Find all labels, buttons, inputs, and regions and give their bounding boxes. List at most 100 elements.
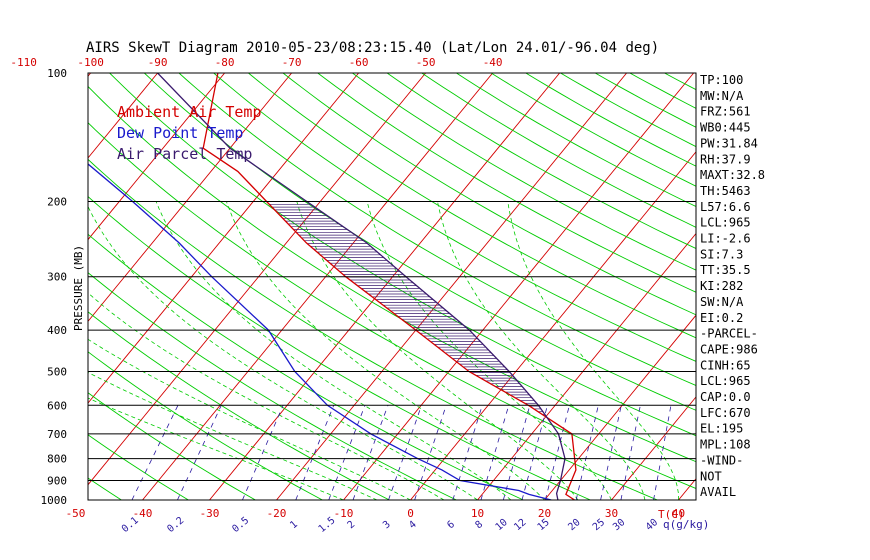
legend-ambient-air-temp: Ambient Air Temp [117,103,262,121]
dry-adiabat-line [88,233,524,500]
top-temperature-tick-label: -100 [77,56,104,69]
mixing-ratio-tick-label: 3 [381,519,393,531]
stability-index-label: EI:0.2 [700,311,743,325]
top-temperature-tick-label: -50 [416,56,436,69]
isotherm-line [343,73,694,500]
mixing-ratio-tick-label: 6 [445,519,457,531]
stability-index-label: KI:282 [700,279,743,293]
plot-frame [87,72,697,501]
stability-index-label: RH:37.9 [700,152,751,166]
stability-index-label: CAP:0.0 [700,390,751,404]
stability-index-label: L57:6.6 [700,200,751,214]
moist-adiabat-line [155,201,512,500]
bottom-temperature-tick-label: -30 [200,507,220,520]
plot-border [87,72,697,501]
dry-adiabat-line [88,158,658,500]
mixing-ratio-line [620,405,641,500]
isotherm-line [410,151,696,500]
mixing-ratio-line [600,405,622,500]
pressure-tick-label: 700 [47,428,67,441]
isotherm-line [544,314,696,500]
stability-index-label: CAPE:986 [700,342,758,356]
moist-adiabat-line [88,371,378,500]
dry-adiabat-line [88,195,591,500]
dry-adiabat-line [386,73,696,249]
pressure-tick-label: 500 [47,365,67,378]
dry-adiabat-line [88,85,696,463]
stability-index-label: TT:35.5 [700,263,751,277]
dry-adiabat-line [317,73,696,293]
dry-adiabat-line [421,73,696,228]
dry-adiabat-line [88,311,390,500]
pressure-tick-label: 400 [47,324,67,337]
dry-adiabat-line [88,351,323,500]
isotherm-line [477,232,696,500]
moist-adiabat-line [88,292,445,500]
mixing-ratio-line [295,405,335,500]
stability-index-label: LFC:670 [700,406,751,420]
top-temperature-tick-labels: -120-110-100-90-80-70-60-50-40 [10,56,502,69]
stability-index-label: CINH:65 [700,358,751,372]
bottom-temperature-tick-label: 0 [407,507,414,520]
mixing-ratio-line [480,405,510,500]
stability-index-label: -WIND- [700,453,743,467]
dry-adiabat-line [490,73,696,187]
dry-adiabat-line [352,73,696,271]
stability-index-label: WB0:445 [700,121,751,135]
mixing-ratio-tick-label: 4 [407,519,419,531]
mixing-ratio-line [575,405,599,500]
stability-index-label: TP:100 [700,73,743,87]
bottom-temperature-tick-label: -10 [334,507,354,520]
bottom-temperature-tick-labels: -50 -40 -30 -20 -10 0 10 20 30 40 [66,507,686,520]
isotherm-line [276,73,627,500]
mixing-ratio-line [352,405,389,500]
mixing-ratio-line [653,405,672,500]
moist-adiabat-line [296,201,579,500]
mixing-ratio-tick-label: 1 [288,519,300,531]
pressure-tick-label: 800 [47,453,67,466]
stability-index-label: AVAIL [700,485,736,499]
moist-adiabat-line [507,201,679,500]
bottom-temperature-tick-label: 30 [605,507,618,520]
bottom-temperature-tick-label: 40 [672,507,685,520]
pressure-tick-label: 300 [47,271,67,284]
isotherm-line [142,73,493,500]
isotherm-line [611,396,696,500]
y-axis-label: PRESSURE (MB) [72,245,85,331]
isotherm-line [88,73,292,323]
stability-index-label: LI:-2.6 [700,232,751,246]
top-temperature-tick-label: -80 [215,56,235,69]
diagram-grid [88,73,696,500]
dry-adiabat-line [525,73,696,167]
mixing-ratio-line [328,405,366,500]
stability-index-label: MAXT:32.8 [700,168,765,182]
isotherm-line [88,73,359,404]
moist-adiabat-line [226,201,545,500]
moist-adiabat-line [366,201,612,500]
bottom-temperature-tick-label: 20 [538,507,551,520]
dry-adiabat-line [282,73,696,316]
dry-adiabat-line [456,73,696,208]
moist-adiabat-line [437,201,646,500]
pressure-tick-label: 900 [47,474,67,487]
stability-index-label: EL:195 [700,422,743,436]
bottom-temperature-tick-label: -50 [66,507,86,520]
pressure-tick-label: 600 [47,399,67,412]
mixing-ratio-line [177,405,222,500]
mixing-ratio-line [414,405,447,500]
isotherm-line [88,73,158,159]
legend-dew-point-temp: Dew Point Temp [117,124,243,142]
stability-index-label: FRZ:561 [700,105,751,119]
isotherm-line [209,73,560,500]
stability-index-label: MW:N/A [700,89,744,103]
bottom-temperature-tick-label: -40 [133,507,153,520]
dry-adiabat-line [560,73,696,148]
stability-index-label: NOT [700,469,722,483]
dry-adiabat-line [88,272,457,500]
dry-adiabat-line [88,392,256,500]
mixing-ratio-unit: q(g/kg) [663,518,709,531]
legend-air-parcel-temp: Air Parcel Temp [117,145,252,163]
mixing-ratio-tick-label: 8 [473,519,485,531]
